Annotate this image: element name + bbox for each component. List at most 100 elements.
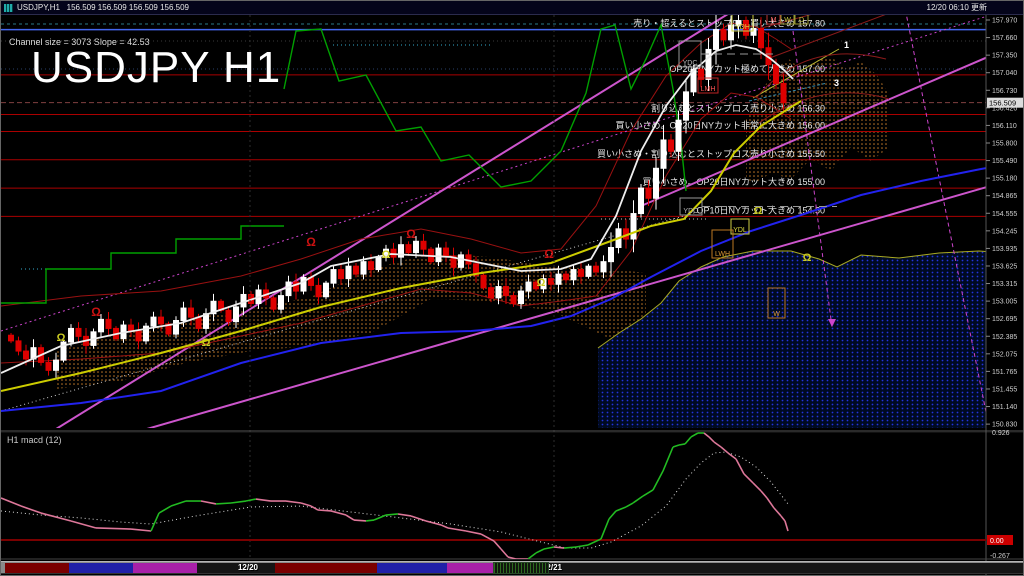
- box-label-D: D: [799, 17, 804, 24]
- omega-marker-yellow: Ω: [537, 277, 546, 289]
- box-W[interactable]: [780, 15, 795, 25]
- candle-body: [780, 82, 787, 104]
- macd-line-segment: [365, 519, 375, 522]
- macd-line-segment: [215, 502, 232, 505]
- macd-line-segment: [713, 441, 722, 448]
- trendline[interactable]: [752, 48, 840, 99]
- candle-body: [135, 330, 142, 342]
- candle-body: [503, 286, 509, 297]
- price-axis-label: 155.800: [992, 140, 1017, 147]
- macd-signal-line: [1, 451, 789, 549]
- date-label[interactable]: 12/21: [541, 563, 563, 572]
- macd-line-segment: [563, 546, 577, 549]
- macd-line-segment: [150, 512, 160, 532]
- candle-body: [638, 187, 644, 215]
- candle-body: [420, 240, 427, 250]
- macd-pane[interactable]: [1, 432, 986, 559]
- omega-marker-yellow: Ω: [803, 252, 812, 264]
- candle-body: [195, 316, 202, 329]
- price-axis-label: 151.140: [992, 404, 1017, 411]
- level-label: 買い小さめ。OP20日NYカット非常に大きめ 156.00: [615, 119, 825, 130]
- candle-body: [383, 248, 389, 258]
- candle-body: [593, 265, 599, 273]
- candle-body: [75, 327, 82, 337]
- chart-icon: [4, 3, 13, 12]
- candle-body: [105, 318, 112, 329]
- macd-line-segment: [587, 538, 602, 546]
- price-axis-label: 152.385: [992, 334, 1017, 341]
- box-YDH[interactable]: [731, 15, 754, 32]
- date-label[interactable]: 12/20: [237, 563, 259, 572]
- candle-body: [690, 68, 697, 93]
- trendline[interactable]: [757, 15, 853, 30]
- price-axis-label: 157.040: [992, 70, 1017, 77]
- macd-line-segment: [743, 473, 754, 484]
- green-step-line: [1, 225, 284, 304]
- macd-axis-top: 0.926: [992, 430, 1010, 437]
- macd-line-segment: [773, 507, 782, 517]
- box-M[interactable]: [766, 15, 781, 25]
- trendline[interactable]: [1, 176, 1024, 471]
- candle-body: [300, 276, 307, 292]
- trendline[interactable]: [766, 15, 916, 60]
- macd-line-segment: [300, 502, 312, 507]
- macd-line-segment: [1, 497, 22, 507]
- trendline[interactable]: [792, 30, 833, 328]
- omega-marker-red: Ω: [406, 227, 416, 241]
- macd-line-segment: [465, 530, 482, 535]
- box-LWH[interactable]: [711, 229, 734, 259]
- ma-blue: [1, 167, 986, 412]
- macd-line-segment: [784, 520, 789, 532]
- macd-line-segment: [410, 515, 427, 522]
- blue-cloud: [598, 251, 986, 428]
- box-W[interactable]: [767, 287, 786, 319]
- session-segment: [69, 563, 133, 573]
- macd-line-segment: [642, 489, 654, 497]
- title-text: USDJPY,H1 156.509 156.509 156.509 156.50…: [17, 3, 189, 12]
- price-axis-label: 153.315: [992, 281, 1017, 288]
- candle-body: [285, 281, 292, 297]
- macd-line-segment: [632, 495, 644, 504]
- trendline-arrow: [828, 319, 836, 327]
- chart-canvas[interactable]: 売り・超えるとストップロス買い大きめ 157.80 OP20日NYカット極めて大き…: [1, 15, 1024, 575]
- trendline[interactable]: [1, 210, 702, 412]
- candle-body: [683, 91, 689, 121]
- candle-body: [660, 139, 667, 169]
- main-chart-pane[interactable]: 売り・超えるとストップロス買い大きめ 157.80 OP20日NYカット極めて大き…: [1, 15, 1024, 471]
- candle-body: [158, 316, 164, 325]
- omega-marker-yellow: Ω: [57, 332, 66, 344]
- trendline[interactable]: [1, 15, 1024, 332]
- macd-line-segment: [353, 519, 367, 522]
- price-axis-label: 156.420: [992, 105, 1017, 112]
- candle-body: [473, 263, 479, 276]
- macd-line-segment: [385, 513, 399, 516]
- price-axis-label: 152.695: [992, 316, 1017, 323]
- box-LMH[interactable]: [697, 77, 719, 94]
- level-label: 買い小さめ。OP20日NYカット大きめ 155.00: [642, 176, 825, 187]
- candle-body: [210, 300, 217, 315]
- trendline[interactable]: [748, 82, 828, 102]
- box-label-YDC: YDC: [683, 60, 698, 67]
- session-segment: [197, 563, 275, 573]
- candle-body: [668, 139, 674, 152]
- box-YDL[interactable]: [730, 218, 750, 235]
- price-axis-label: 153.005: [992, 299, 1017, 306]
- trendline[interactable]: [1, 15, 749, 463]
- trendline[interactable]: [640, 41, 1024, 207]
- candle-body: [645, 187, 652, 199]
- ma-white: [1, 44, 794, 374]
- candle-body: [728, 24, 734, 41]
- trendline[interactable]: [904, 15, 987, 417]
- box-D[interactable]: [794, 15, 809, 25]
- candle-body: [150, 316, 157, 327]
- red-arc: [758, 92, 890, 124]
- candle-body: [15, 340, 22, 352]
- macd-line-segment: [720, 446, 729, 454]
- candle-body: [480, 274, 487, 289]
- level-label: OP10日NYカット大きめ 154.50: [696, 204, 825, 215]
- candle-body: [330, 269, 337, 284]
- macd-line-segment: [285, 500, 302, 504]
- candle-body: [405, 244, 412, 254]
- candle-body: [675, 119, 682, 152]
